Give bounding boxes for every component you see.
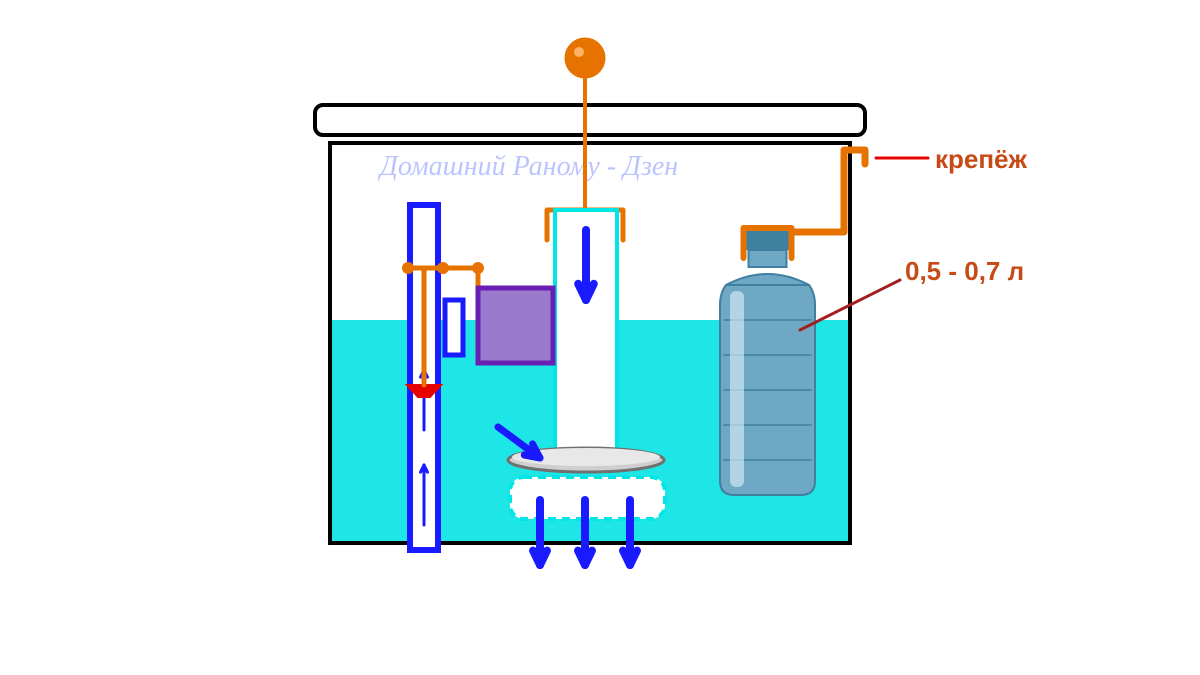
flush-button-icon (565, 38, 605, 78)
watermark-text: Домашний Раному - Дзен (377, 151, 678, 182)
label-fastener: крепёж (935, 144, 1028, 174)
diagram-root: Домашний Раному - Дзен крепёж 0,5 - 0,7 л (0, 0, 1200, 675)
label-volume: 0,5 - 0,7 л (905, 256, 1024, 286)
float-icon (478, 288, 553, 363)
